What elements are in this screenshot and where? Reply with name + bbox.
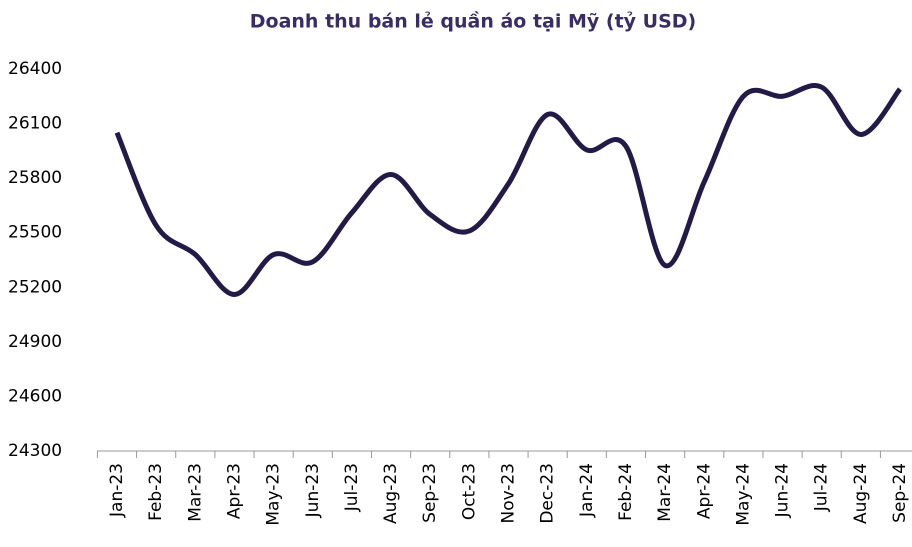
x-tick-label: Mar-23 xyxy=(185,463,205,522)
y-tick-label: 25800 xyxy=(8,168,62,188)
x-tick-label: Jan-24 xyxy=(577,463,597,518)
x-tick-label: Jul-24 xyxy=(812,463,832,512)
y-tick-label: 24300 xyxy=(8,441,62,461)
x-tick-label: Aug-23 xyxy=(381,463,401,524)
y-tick-label: 24600 xyxy=(8,386,62,406)
x-tick-label: Apr-24 xyxy=(694,463,714,519)
x-tick-label: Feb-23 xyxy=(146,463,166,521)
chart-title: Doanh thu bán lẻ quần áo tại Mỹ (tỷ USD) xyxy=(250,10,697,33)
x-tick-label: Aug-24 xyxy=(851,463,871,524)
x-tick-label: Sep-23 xyxy=(420,463,440,523)
y-tick-label: 25200 xyxy=(8,277,62,297)
x-tick-label: Jun-24 xyxy=(773,463,793,518)
x-tick-label: Jul-23 xyxy=(342,463,362,512)
x-tick-label: Oct-23 xyxy=(459,463,479,520)
line xyxy=(114,83,902,298)
y-tick-label: 26100 xyxy=(8,114,62,134)
x-tick-label: Jun-23 xyxy=(303,463,323,518)
x-tick-label: Mar-24 xyxy=(655,463,675,522)
x-tick-label: Jan-23 xyxy=(107,463,127,518)
x-tick-label: Feb-24 xyxy=(616,463,636,521)
y-tick-label: 26400 xyxy=(8,59,62,79)
y-tick-label: 25500 xyxy=(8,223,62,243)
y-tick-label: 24900 xyxy=(8,332,62,352)
x-tick-label: Dec-23 xyxy=(538,463,558,524)
x-tick-label: Sep-24 xyxy=(890,463,910,523)
x-tick-label: Apr-23 xyxy=(224,463,244,519)
x-tick-label: Nov-23 xyxy=(499,463,519,524)
x-tick-label: May-23 xyxy=(264,463,284,526)
x-tick-label: May-24 xyxy=(733,463,753,526)
